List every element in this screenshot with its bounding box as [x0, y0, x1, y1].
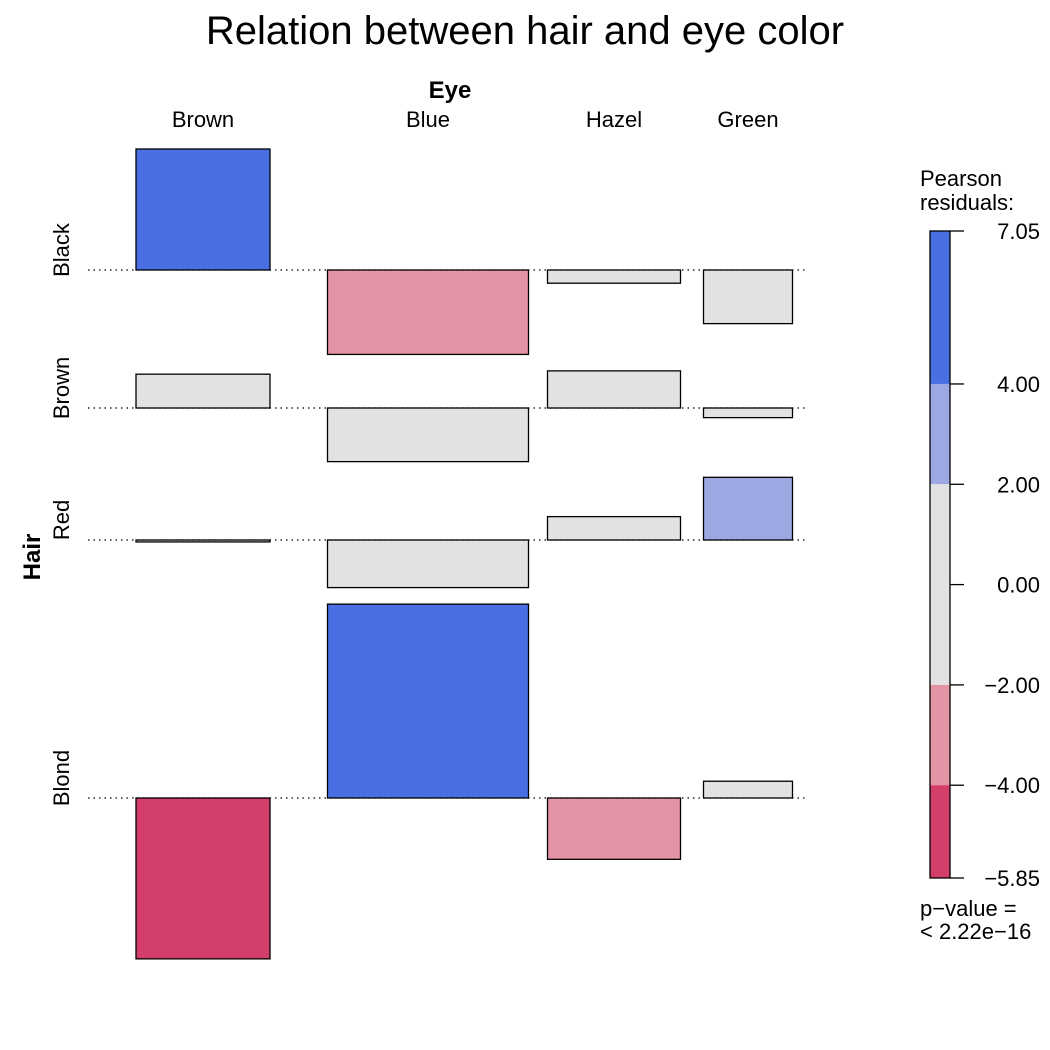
legend-band-3 [930, 684, 950, 786]
bar-blond-blue [326, 603, 530, 799]
legend-band-4 [930, 785, 950, 878]
row-label-blond: Blond [49, 750, 74, 806]
legend-tick-label-1: 4.00 [997, 372, 1040, 397]
legend-tick-label-3: 0.00 [997, 573, 1040, 598]
legend-title-line1: Pearson [920, 166, 1002, 191]
column-label-blue: Blue [406, 107, 450, 132]
legend-tick-label-2: 2.00 [997, 472, 1040, 497]
column-variable-label: Eye [429, 77, 472, 104]
column-label-brown: Brown [172, 107, 234, 132]
bar-brown-green [702, 407, 794, 419]
bar-red-brown [135, 539, 271, 543]
bar-brown-brown [135, 373, 271, 409]
legend-colorbar-frame [929, 230, 951, 879]
legend-tick-label-6: −5.85 [984, 866, 1040, 891]
legend: Pearson residuals: p−value = < 2.22e−16 … [920, 166, 1040, 944]
legend-tick-label-0: 7.05 [997, 219, 1040, 244]
pvalue-line1: p−value = [920, 896, 1017, 921]
bar-red-hazel [546, 515, 682, 541]
legend-tick-label-4: −2.00 [984, 673, 1040, 698]
chart-title: Relation between hair and eye color [206, 9, 844, 53]
baseline-layer [88, 269, 808, 799]
row-label-brown: Brown [49, 357, 74, 419]
bar-blond-brown [135, 797, 271, 960]
bar-brown-blue [326, 407, 530, 463]
bar-brown-hazel [546, 370, 682, 409]
bar-black-blue [326, 269, 530, 356]
bar-black-brown [135, 148, 271, 271]
row-label-black: Black [49, 222, 74, 277]
legend-tick-label-5: −4.00 [984, 773, 1040, 798]
bar-blond-green [702, 780, 794, 799]
bar-red-blue [326, 539, 530, 589]
bar-black-hazel [546, 269, 682, 284]
legend-band-0 [930, 231, 950, 384]
legend-band-1 [930, 383, 950, 485]
bar-blond-hazel [546, 797, 682, 860]
residual-bars [135, 148, 794, 960]
column-label-hazel: Hazel [586, 107, 642, 132]
pvalue-line2: < 2.22e−16 [920, 919, 1031, 944]
bar-red-green [702, 476, 794, 541]
category-labels: Brown Blue Hazel Green Black Brown Red Blond [49, 107, 779, 806]
row-label-red: Red [49, 500, 74, 540]
row-variable-label: Hair [19, 534, 46, 581]
bar-black-green [702, 269, 794, 325]
column-label-green: Green [717, 107, 778, 132]
legend-band-2 [930, 484, 950, 685]
legend-title-line2: residuals: [920, 190, 1014, 215]
